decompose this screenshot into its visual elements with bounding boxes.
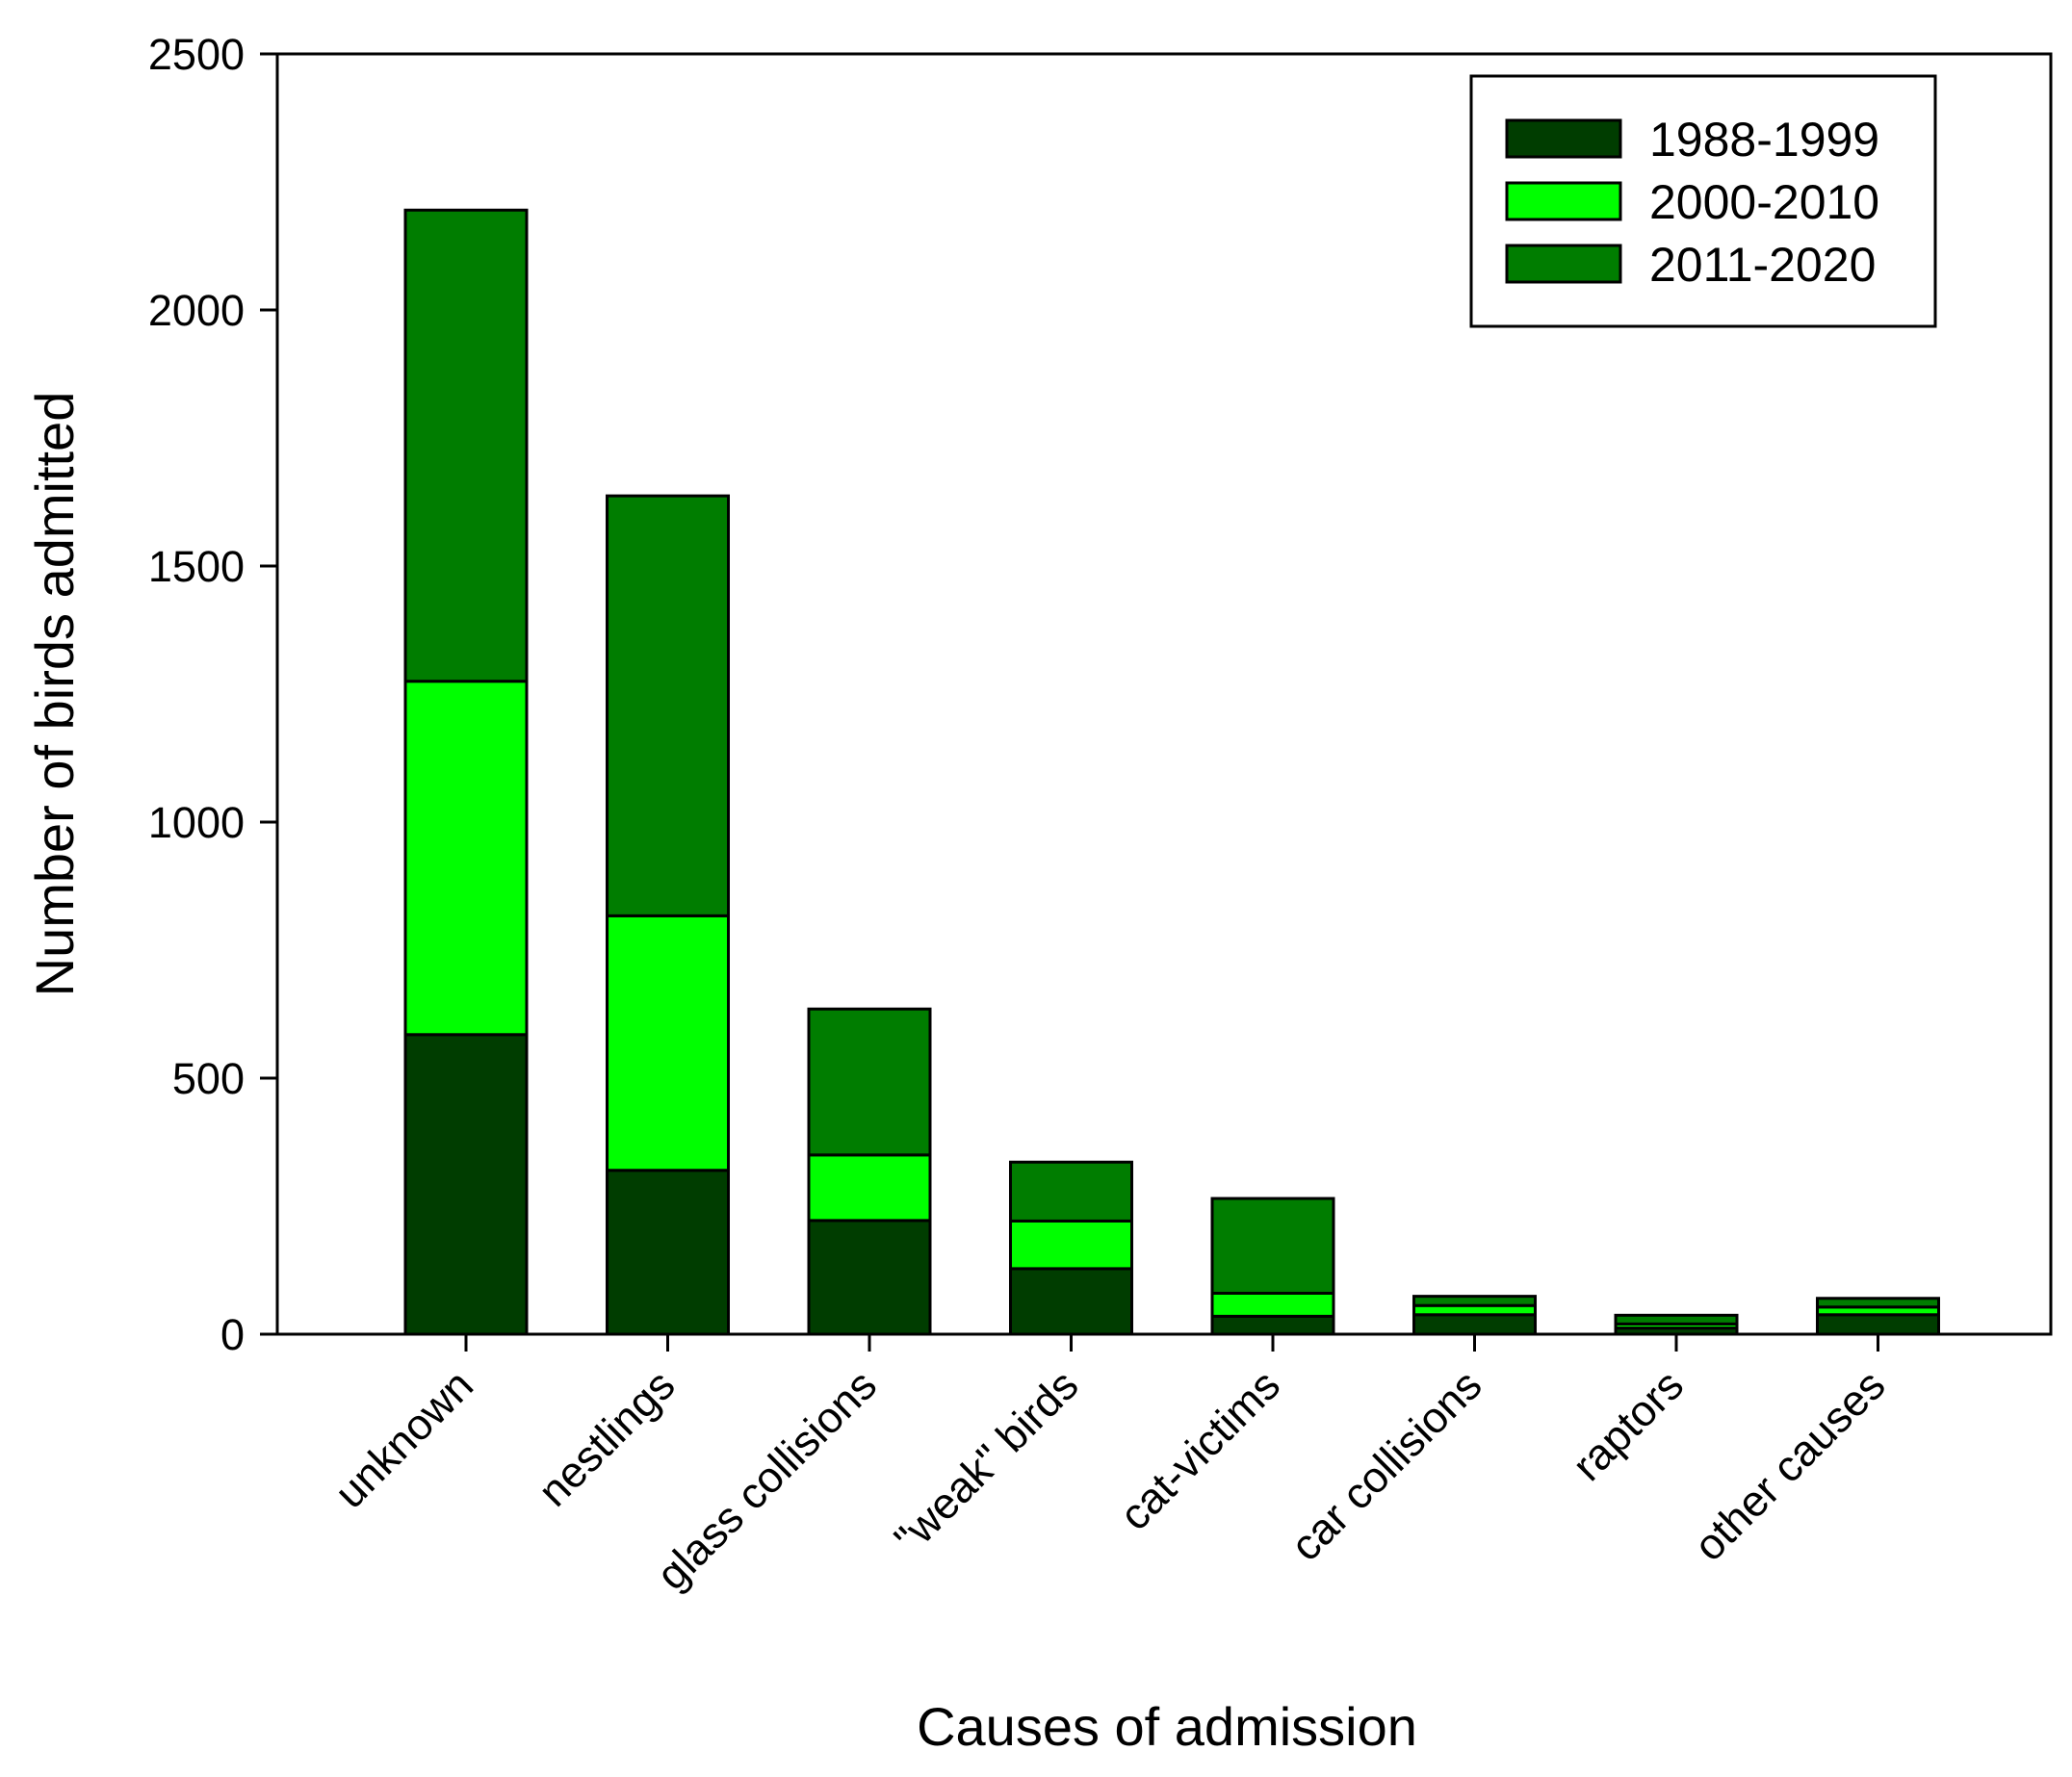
y-tick-label: 0 xyxy=(220,1310,245,1359)
bar-segment xyxy=(403,208,529,683)
legend-swatch xyxy=(1505,118,1622,159)
bar-segment xyxy=(606,1169,730,1336)
y-axis: 0 500 1000 1500 2000 2500 xyxy=(148,30,277,1359)
legend-items: 1988-1999 2000-2010 2011-2020 xyxy=(1505,113,1879,292)
bar-segment xyxy=(807,1153,932,1223)
bar-segment xyxy=(1412,1313,1537,1336)
legend-swatch xyxy=(1505,244,1622,284)
bar-segment xyxy=(1210,1291,1335,1318)
x-tick-label: other causes xyxy=(1684,1360,1894,1570)
bar-segment xyxy=(807,1219,932,1336)
x-tick-label: unknown xyxy=(325,1360,482,1517)
bar-segment xyxy=(1009,1219,1133,1271)
bar-segment xyxy=(1816,1313,1940,1336)
bar-segment xyxy=(1009,1267,1133,1336)
y-axis-title: Number of birds admitted xyxy=(24,392,85,997)
bar-segment xyxy=(1816,1297,1940,1309)
x-axis-title: Causes of admission xyxy=(917,1696,1417,1757)
x-tick-label: car collisions xyxy=(1281,1360,1490,1570)
x-tick-label: "weak" birds xyxy=(885,1360,1088,1563)
x-tick-label: nestlings xyxy=(529,1360,685,1516)
bar-segment xyxy=(1614,1313,1739,1326)
y-tick-label: 2500 xyxy=(148,30,245,79)
x-tick-label: cat-victims xyxy=(1110,1360,1289,1539)
bar-segment xyxy=(403,680,529,1037)
bars-layer xyxy=(403,208,1940,1336)
y-tick-label: 500 xyxy=(172,1054,245,1103)
legend: 1988-1999 2000-2010 2011-2020 xyxy=(1469,74,1937,328)
bar-segment xyxy=(807,1007,932,1157)
bar-segment xyxy=(1412,1295,1537,1307)
bar-segment xyxy=(403,1033,529,1336)
bar-segment xyxy=(1210,1314,1335,1336)
bar-segment xyxy=(1009,1160,1133,1223)
y-tick-label: 1000 xyxy=(148,798,245,847)
legend-swatch xyxy=(1505,181,1622,221)
bar-segment xyxy=(606,914,730,1172)
legend-label: 1988-1999 xyxy=(1649,113,1879,167)
x-tick-label: raptors xyxy=(1563,1360,1693,1490)
legend-label: 2000-2010 xyxy=(1649,175,1879,229)
bar-segment xyxy=(1210,1197,1335,1295)
legend-label: 2011-2020 xyxy=(1649,238,1876,292)
bar-segment xyxy=(606,494,730,917)
y-tick-label: 2000 xyxy=(148,286,245,335)
y-tick-label: 1500 xyxy=(148,542,245,591)
